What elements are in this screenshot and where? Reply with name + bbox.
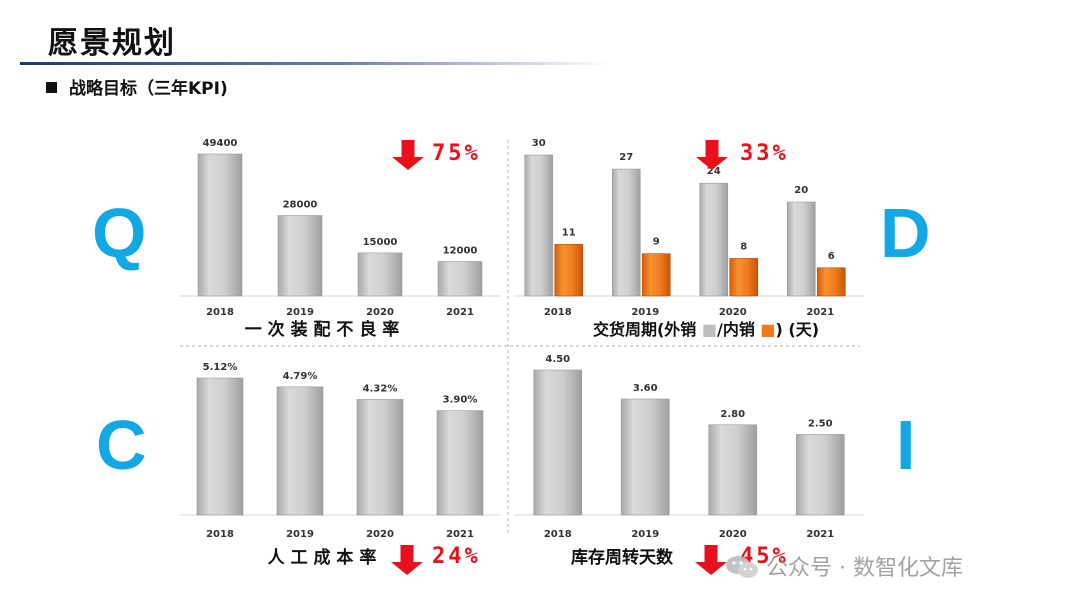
- bar-i-2019: [620, 398, 670, 516]
- data-label: 20: [794, 185, 808, 196]
- bar-i-2018: [533, 369, 583, 516]
- down-arrow-icon: [695, 545, 727, 575]
- data-label: 6: [828, 251, 835, 262]
- tick-label: 2018: [206, 307, 234, 318]
- bullet-square-icon: [46, 82, 57, 93]
- bar-d-s0-2021: [786, 201, 816, 297]
- reduction-percent: 75%: [432, 141, 481, 166]
- wechat-icon: [726, 556, 758, 578]
- data-label: 27: [619, 152, 633, 163]
- bar-q-2019: [277, 215, 323, 297]
- tick-label: 2019: [631, 307, 659, 318]
- tick-label: 2021: [806, 529, 834, 540]
- tick-label: 2021: [446, 529, 474, 540]
- bar-c-2019: [276, 386, 324, 516]
- data-label: 28000: [283, 200, 318, 211]
- title-underline: [20, 62, 610, 65]
- bar-d-s0-2020: [699, 182, 729, 297]
- quadrant-letter-c: C: [96, 406, 147, 484]
- bar-c-2020: [356, 399, 404, 516]
- tick-label: 2018: [544, 529, 572, 540]
- bar-c-2018: [196, 377, 244, 516]
- tick-label: 2020: [719, 529, 747, 540]
- bar-d-s1-2019: [641, 253, 671, 297]
- data-label: 2.80: [720, 409, 745, 420]
- legend-swatch-grey: ■: [696, 320, 717, 339]
- bar-q-2021: [437, 261, 483, 297]
- bar-i-2021: [795, 434, 845, 516]
- down-arrow-icon: [391, 545, 423, 575]
- section-heading-text: 战略目标（三年KPI): [69, 79, 228, 99]
- tick-label: 2018: [206, 529, 234, 540]
- tick-label: 2018: [544, 307, 572, 318]
- section-heading: 战略目标（三年KPI): [46, 74, 228, 99]
- down-arrow-icon: [696, 140, 728, 170]
- tick-label: 2021: [806, 307, 834, 318]
- bar-d-s0-2019: [611, 168, 641, 297]
- down-arrow-icon: [392, 140, 424, 170]
- data-label: 8: [740, 241, 747, 252]
- legend-swatch-orange: ■: [755, 320, 776, 339]
- quadrant-letter-q: Q: [92, 194, 147, 272]
- bar-q-2020: [357, 252, 403, 297]
- tick-label: 2021: [446, 307, 474, 318]
- data-label: 30: [532, 138, 546, 149]
- data-label: 5.12%: [203, 362, 238, 373]
- tick-label: 2019: [286, 529, 314, 540]
- data-label: 15000: [363, 237, 398, 248]
- tick-label: 2020: [366, 307, 394, 318]
- bar-c-2021: [436, 410, 484, 516]
- watermark-text: 公众号 · 数智化文库: [766, 556, 963, 581]
- chart-caption: 一 次 装 配 不 良 率: [245, 319, 400, 340]
- data-label: 12000: [443, 246, 478, 257]
- data-label: 9: [653, 237, 660, 248]
- bar-i-2020: [708, 424, 758, 516]
- data-label: 4.32%: [363, 383, 398, 394]
- quadrant-letter-d: D: [880, 194, 931, 272]
- data-label: 11: [562, 227, 576, 238]
- bar-q-2018: [197, 153, 243, 297]
- data-label: 49400: [203, 138, 238, 149]
- tick-label: 2019: [286, 307, 314, 318]
- quadrant-letter-i: I: [896, 406, 916, 484]
- tick-label: 2020: [366, 529, 394, 540]
- bar-d-s0-2018: [524, 154, 554, 297]
- bar-d-s1-2020: [729, 258, 759, 297]
- chart-caption: 库存周转天数: [571, 547, 674, 568]
- tick-label: 2020: [719, 307, 747, 318]
- data-label: 4.50: [545, 354, 570, 365]
- data-label: 24: [707, 166, 721, 177]
- data-label: 2.50: [808, 418, 833, 429]
- chart-caption: 交货周期(外销 ■/内销 ■) (天): [593, 320, 819, 339]
- tick-label: 2019: [631, 529, 659, 540]
- watermark: 公众号 · 数智化文库: [724, 550, 963, 582]
- data-label: 3.90%: [443, 395, 478, 406]
- data-label: 3.60: [633, 383, 658, 394]
- reduction-percent: 24%: [432, 544, 481, 569]
- bar-d-s1-2021: [816, 267, 846, 297]
- bar-d-s1-2018: [554, 244, 584, 297]
- reduction-percent: 33%: [740, 141, 789, 166]
- page-title: 愿景规划: [48, 26, 176, 61]
- data-label: 4.79%: [283, 371, 318, 382]
- chart-caption: 人 工 成 本 率: [268, 547, 377, 568]
